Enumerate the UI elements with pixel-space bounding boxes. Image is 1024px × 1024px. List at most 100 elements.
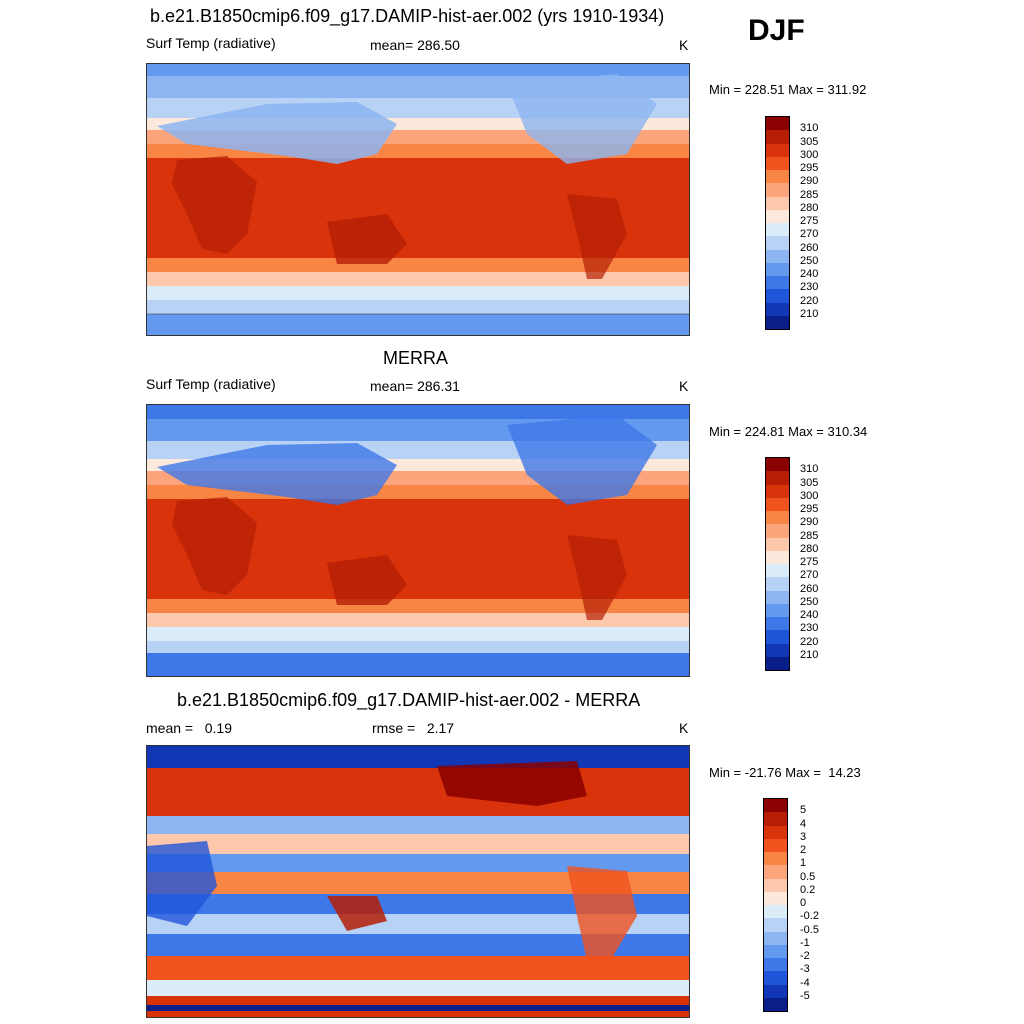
colorbar-tick-label: -3: [800, 963, 810, 976]
panel-2-minmax: Min = 224.81 Max = 310.34: [709, 424, 868, 439]
colorbar-tick-label: 220: [800, 635, 819, 648]
colorbar-tick-label: 3: [800, 830, 807, 843]
colorbar-tick-label: 240: [800, 609, 819, 621]
panel-1-colorbar-ticks: 310 305 300 295 290 285 280 275 270 260 250 240 230 2…: [800, 116, 860, 328]
panel-1-map: [146, 63, 690, 336]
colorbar-tick-label: 0.2: [800, 883, 816, 896]
colorbar-segment: [766, 537, 789, 551]
colorbar-tick-label: 270: [800, 569, 819, 582]
colorbar-segment: [766, 630, 789, 644]
panel-3-rmse-label: rmse = 2.17: [372, 720, 455, 736]
colorbar-segment: [766, 656, 789, 670]
panel-1-title: b.e21.B1850cmip6.f09_g17.DAMIP-hist-aer.…: [150, 6, 665, 26]
colorbar-tick-label: 250: [800, 254, 819, 267]
panel-2-map: [146, 404, 690, 677]
colorbar-segment: [764, 865, 787, 879]
colorbar-tick-label: 240: [800, 268, 819, 280]
colorbar-tick-label: 290: [800, 516, 819, 529]
colorbar-tick-label: 280: [800, 201, 819, 214]
colorbar-segment: [766, 249, 789, 263]
colorbar-tick-label: 295: [800, 162, 819, 174]
colorbar-tick-label: -1: [800, 936, 810, 949]
colorbar-tick-label: 0: [800, 897, 807, 909]
panel-1-colorbar: [765, 116, 790, 330]
colorbar-segment: [764, 918, 787, 932]
colorbar-segment: [766, 484, 789, 498]
colorbar-segment: [764, 944, 787, 958]
colorbar-segment: [766, 643, 789, 657]
colorbar-segment: [764, 799, 787, 813]
colorbar-segment: [766, 196, 789, 210]
colorbar-segment: [766, 209, 789, 223]
panel-2-colorbar: [765, 457, 790, 671]
colorbar-tick-label: 280: [800, 542, 819, 555]
colorbar-segment: [766, 315, 789, 329]
colorbar-segment: [766, 236, 789, 250]
colorbar-tick-label: 285: [800, 529, 819, 542]
colorbar-segment: [766, 170, 789, 184]
colorbar-segment: [766, 302, 789, 316]
colorbar-tick-label: -5: [800, 989, 810, 1002]
panel-1-mean-label: mean= 286.50: [370, 37, 460, 53]
colorbar-segment: [764, 891, 787, 905]
colorbar-segment: [766, 130, 789, 144]
colorbar-tick-label: 220: [800, 294, 819, 307]
panel-2-mean-label: mean= 286.31: [370, 378, 460, 394]
colorbar-segment: [764, 931, 787, 945]
colorbar-segment: [764, 997, 787, 1011]
colorbar-segment: [766, 156, 789, 170]
colorbar-tick-label: -4: [800, 976, 810, 989]
panel-2-units: K: [679, 378, 689, 394]
colorbar-tick-label: 0.5: [800, 870, 816, 883]
colorbar-segment: [764, 812, 787, 826]
colorbar-segment: [764, 852, 787, 866]
panel-3-map: [146, 745, 690, 1018]
colorbar-segment: [764, 971, 787, 985]
panel-3-colorbar: [763, 798, 788, 1012]
colorbar-tick-label: 260: [800, 582, 819, 595]
colorbar-tick-label: -2: [800, 950, 810, 962]
panel-3-title: b.e21.B1850cmip6.f09_g17.DAMIP-hist-aer.…: [177, 690, 641, 710]
colorbar-tick-label: 270: [800, 228, 819, 241]
colorbar-tick-label: 230: [800, 281, 819, 294]
colorbar-tick-label: 310: [800, 122, 819, 135]
colorbar-tick-label: 275: [800, 215, 819, 227]
colorbar-tick-label: 275: [800, 556, 819, 568]
colorbar-tick-label: 310: [800, 463, 819, 476]
colorbar-segment: [766, 183, 789, 197]
panel-2-colorbar-ticks: 310 305 300 295 290 285 280 275 270 260 250 240 230 2…: [800, 457, 860, 669]
colorbar-segment: [766, 117, 789, 131]
season-label: DJF: [748, 14, 805, 47]
colorbar-segment: [764, 825, 787, 839]
colorbar-segment: [766, 289, 789, 303]
colorbar-segment: [764, 958, 787, 972]
colorbar-tick-label: 300: [800, 489, 819, 502]
colorbar-segment: [764, 838, 787, 852]
colorbar-segment: [766, 471, 789, 485]
panel-2-variable-label: Surf Temp (radiative): [146, 376, 276, 392]
colorbar-segment: [766, 276, 789, 290]
colorbar-tick-label: 305: [800, 476, 819, 489]
panel-3-units: K: [679, 720, 689, 736]
panel-1-units: K: [679, 37, 689, 53]
colorbar-tick-label: 300: [800, 148, 819, 161]
colorbar-segment: [766, 603, 789, 617]
colorbar-segment: [766, 524, 789, 538]
colorbar-tick-label: 210: [800, 648, 819, 661]
colorbar-tick-label: 260: [800, 241, 819, 254]
colorbar-tick-label: 210: [800, 307, 819, 320]
colorbar-segment: [766, 550, 789, 564]
panel-3-mean-label: mean = 0.19: [146, 720, 233, 736]
colorbar-segment: [766, 590, 789, 604]
colorbar-tick-label: 2: [800, 844, 807, 856]
colorbar-segment: [766, 143, 789, 157]
colorbar-tick-label: 285: [800, 188, 819, 201]
colorbar-segment: [766, 617, 789, 631]
colorbar-tick-label: 295: [800, 503, 819, 515]
colorbar-tick-label: 230: [800, 622, 819, 635]
panel-1-minmax: Min = 228.51 Max = 311.92: [709, 82, 867, 97]
colorbar-segment: [766, 458, 789, 472]
colorbar-segment: [766, 223, 789, 237]
colorbar-segment: [766, 497, 789, 511]
panel-3-minmax: Min = -21.76 Max = 14.23: [709, 765, 861, 780]
